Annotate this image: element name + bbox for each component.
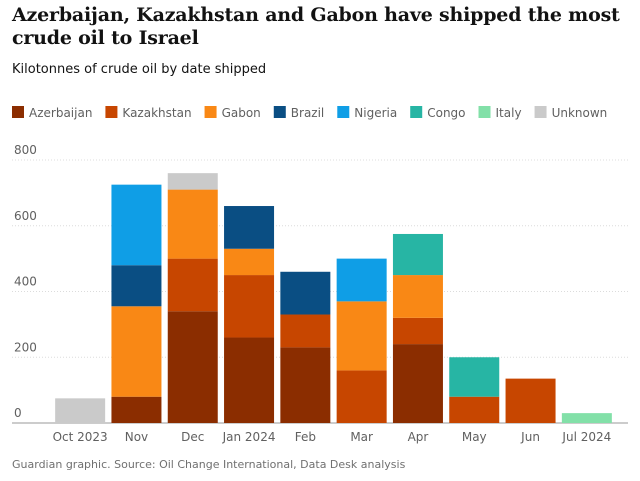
legend-swatch-italy [478, 106, 491, 118]
bar-segment-brazil-feb [280, 271, 331, 315]
legend-swatch-brazil [273, 106, 286, 118]
legend-label-gabon: Gabon [222, 106, 261, 120]
legend-label-italy: Italy [496, 106, 522, 120]
x-axis: Oct 2023 Nov Dec Jan 2024 Feb Mar Apr May Jun Jul… [53, 430, 612, 444]
chart-title: Azerbaijan, Kazakhstan and Gabon have sh… [12, 4, 620, 49]
bar-segment-azerbaijan-apr [392, 344, 443, 423]
bar-segment-azerbaijan-feb [280, 347, 331, 423]
x-tick-label-oct-2023: Oct 2023 [53, 430, 108, 444]
legend-swatch-congo [410, 106, 423, 118]
bar-segment-congo-apr [392, 233, 443, 276]
legend-label-brazil: Brazil [291, 106, 325, 120]
x-tick-label-mar: Mar [350, 430, 373, 444]
bar-segment-brazil-nov [111, 265, 162, 307]
bar-segment-kazakhstan-apr [392, 317, 443, 345]
x-tick-label-may: May [462, 430, 487, 444]
bar-segment-azerbaijan-nov [111, 396, 162, 423]
y-tick-label-400: 400 [14, 275, 37, 289]
bar-segment-kazakhstan-may [449, 396, 500, 423]
y-axis: 0 200 400 600 800 [14, 143, 37, 420]
y-tick-label-200: 200 [14, 340, 37, 354]
bar-segment-kazakhstan-dec [167, 258, 218, 312]
x-tick-label-nov: Nov [125, 430, 148, 444]
bar-segment-brazil-jan-2024 [224, 206, 275, 249]
bar-segment-gabon-nov [111, 306, 162, 397]
bar-segment-gabon-apr [392, 275, 443, 318]
bar-segment-kazakhstan-jun [505, 378, 556, 423]
x-tick-label-apr: Apr [408, 430, 429, 444]
bar-segment-congo-may [449, 357, 500, 397]
bar-segment-kazakhstan-feb [280, 314, 331, 348]
legend-label-nigeria: Nigeria [354, 106, 397, 120]
y-tick-label-600: 600 [14, 209, 37, 223]
legend-swatch-kazakhstan [105, 106, 118, 118]
bar-segment-azerbaijan-jan-2024 [224, 337, 275, 423]
legend: Azerbaijan Kazakhstan Gabon Brazil Nigeria Co… [12, 106, 607, 120]
chart-subtitle: Kilotonnes of crude oil by date shipped [12, 62, 267, 77]
bar-segment-gabon-dec [167, 189, 218, 259]
y-tick-label-800: 800 [14, 143, 37, 157]
bar-segment-unknown-oct-2023 [55, 398, 106, 423]
legend-swatch-gabon [204, 106, 217, 118]
bar-segment-gabon-mar [336, 301, 387, 371]
y-tick-label-0: 0 [14, 406, 22, 420]
bar-segment-kazakhstan-jan-2024 [224, 275, 275, 338]
legend-label-azerbaijan: Azerbaijan [29, 106, 92, 120]
x-tick-label-jun: Jun [520, 430, 540, 444]
bar-segment-nigeria-mar [336, 258, 387, 302]
source-note: Guardian graphic. Source: Oil Change Int… [12, 458, 406, 471]
x-tick-label-jul-2024: Jul 2024 [561, 430, 611, 444]
legend-swatch-nigeria [337, 106, 350, 118]
legend-label-unknown: Unknown [552, 106, 608, 120]
bar-segment-kazakhstan-mar [336, 370, 387, 423]
x-tick-label-feb: Feb [295, 430, 316, 444]
legend-swatch-unknown [534, 106, 547, 118]
x-tick-label-dec: Dec [181, 430, 204, 444]
legend-swatch-azerbaijan [12, 106, 24, 118]
legend-label-kazakhstan: Kazakhstan [122, 106, 191, 120]
bars [55, 173, 612, 423]
bar-segment-italy-jul-2024 [561, 413, 612, 423]
bar-segment-nigeria-nov [111, 184, 162, 266]
bar-segment-unknown-dec [167, 173, 218, 190]
x-tick-label-jan-2024: Jan 2024 [222, 430, 276, 444]
legend-label-congo: Congo [427, 106, 465, 120]
bar-segment-azerbaijan-dec [167, 311, 218, 423]
bar-segment-gabon-jan-2024 [224, 248, 275, 276]
